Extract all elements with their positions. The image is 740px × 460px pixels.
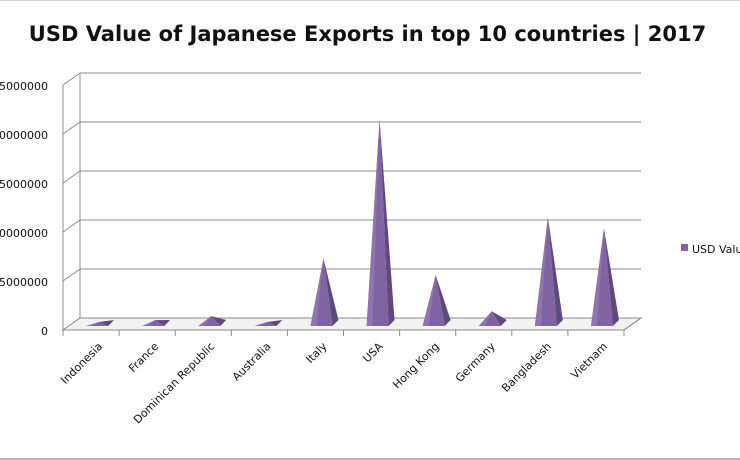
gridline-connector bbox=[62, 268, 81, 282]
x-tick-label: France bbox=[126, 340, 161, 375]
gridline-connector bbox=[62, 121, 81, 135]
bar-australia bbox=[254, 320, 283, 326]
y-tick-label: 25000000 bbox=[0, 80, 48, 93]
pyramid-side-face bbox=[211, 316, 227, 326]
y-tick-label: 5000000 bbox=[0, 276, 48, 289]
pyramid-highlight bbox=[254, 322, 268, 326]
pyramid-highlight bbox=[86, 322, 100, 326]
y-tick-label: 15000000 bbox=[0, 178, 48, 191]
bar-usa bbox=[366, 119, 395, 326]
x-tick-label: Indonesia bbox=[58, 340, 105, 387]
gridline-connector bbox=[62, 219, 81, 233]
pyramid-highlight bbox=[142, 320, 156, 326]
pyramid-highlight bbox=[310, 258, 324, 326]
gridline-connector bbox=[62, 170, 81, 184]
pyramid-side-face bbox=[155, 320, 171, 326]
x-tick-label: Bangladesh bbox=[499, 340, 554, 395]
bar-indonesia bbox=[86, 320, 115, 326]
pyramid-side-face bbox=[267, 320, 283, 326]
pyramid-side-face bbox=[435, 275, 451, 326]
bar-germany bbox=[478, 311, 507, 326]
x-tick-label: Hong Kong bbox=[390, 340, 441, 391]
y-tick-label: 20000000 bbox=[0, 129, 48, 142]
legend-swatch bbox=[681, 244, 688, 251]
pyramid-side-face bbox=[547, 217, 563, 326]
pyramid-side-face bbox=[99, 320, 115, 326]
chart-title: USD Value of Japanese Exports in top 10 … bbox=[28, 22, 707, 46]
pyramid-highlight bbox=[478, 311, 492, 326]
legend-label: USD Value bbox=[692, 243, 740, 256]
bar-bangladesh bbox=[534, 217, 563, 326]
pyramid-side-face bbox=[603, 227, 619, 326]
floor-right-edge bbox=[623, 317, 642, 331]
x-tick-label: Australia bbox=[230, 340, 274, 384]
bar-france bbox=[142, 320, 171, 326]
x-tick-label: Italy bbox=[303, 340, 329, 366]
pyramid-highlight bbox=[590, 227, 604, 326]
pyramid-side-face bbox=[379, 119, 395, 326]
legend: USD Value bbox=[681, 243, 740, 256]
bars bbox=[86, 119, 619, 326]
y-tick-label: 10000000 bbox=[0, 227, 48, 240]
y-tick-labels: 0 5000000 10000000 15000000 20000000 25000000 bbox=[0, 80, 48, 338]
pyramid-side-face bbox=[323, 258, 339, 326]
bar-hong-kong bbox=[422, 275, 451, 326]
x-tick-label: Germany bbox=[453, 340, 498, 385]
pyramid-highlight bbox=[366, 119, 380, 326]
y-tick-label: 0 bbox=[41, 325, 48, 338]
bar-dominican-republic bbox=[198, 316, 227, 326]
pyramid-side-face bbox=[491, 311, 507, 326]
gridline-connector bbox=[62, 72, 81, 86]
pyramid-highlight bbox=[198, 316, 212, 326]
x-tick-label: Vietnam bbox=[568, 340, 610, 382]
pyramid-highlight bbox=[422, 275, 436, 326]
x-tick-label: USA bbox=[360, 340, 386, 366]
bar-vietnam bbox=[590, 227, 619, 326]
bar-italy bbox=[310, 258, 339, 326]
pyramid-highlight bbox=[534, 217, 548, 326]
